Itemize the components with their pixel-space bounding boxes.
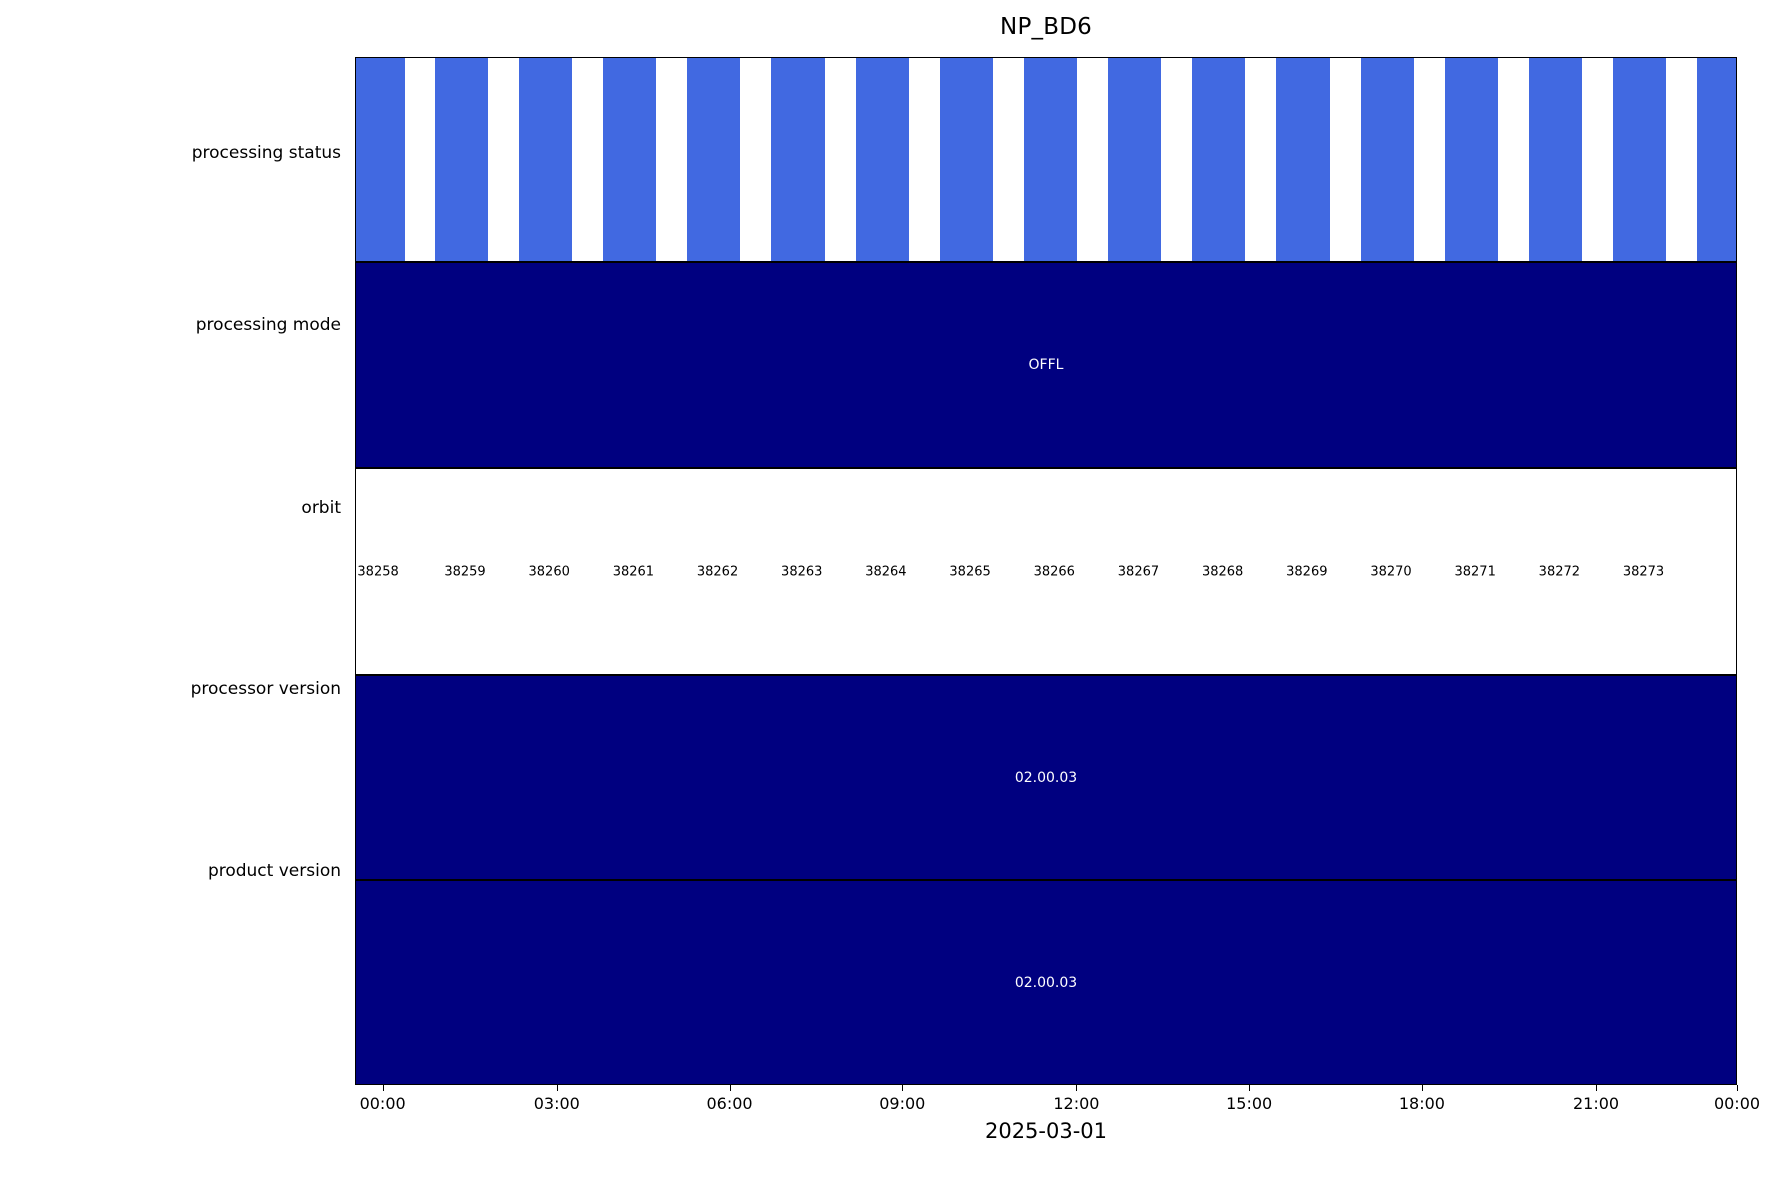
panel-processing-status[interactable] — [355, 57, 1737, 262]
processing-status-bar[interactable] — [1444, 58, 1498, 261]
x-axis-tick-label: 18:00 — [1398, 1094, 1445, 1113]
panel-product-version[interactable]: 02.00.03 — [355, 880, 1737, 1085]
orbit-number-label: 38269 — [1286, 564, 1328, 579]
processing-status-bar[interactable] — [518, 58, 572, 261]
plot-stack: OFFL 38258 38259 38260 38261 38262 38263 38264… — [355, 57, 1737, 1085]
x-axis-title: 2025-03-01 — [984, 1119, 1108, 1143]
x-axis-tick-label: 03:00 — [533, 1094, 580, 1113]
x-axis-tick — [556, 1085, 558, 1091]
panel-processor-version[interactable]: 02.00.03 — [355, 675, 1737, 880]
x-axis-tick — [382, 1085, 384, 1091]
x-axis-tick — [1249, 1085, 1251, 1091]
x-axis-tick-label: 00:00 — [1713, 1094, 1761, 1113]
orbit-number-label: 38267 — [1117, 564, 1160, 579]
x-axis: 00:00 03:00 06:00 09:00 12:00 15:00 18:00 21:00… — [355, 1085, 1760, 1145]
x-axis-tick — [1421, 1085, 1423, 1091]
panel-orbit[interactable]: 38258 38259 38260 38261 38262 38263 38264 38265… — [355, 468, 1737, 675]
panel-processing-mode[interactable]: OFFL — [355, 262, 1737, 468]
row-label-processing-mode: processing mode — [195, 315, 341, 335]
x-axis-tick — [729, 1085, 731, 1091]
x-axis-tick-label: 06:00 — [706, 1094, 753, 1113]
chart-title: NP_BD6 — [1000, 14, 1092, 40]
orbit-number-label: 38266 — [1033, 564, 1075, 579]
processing-mode-value: OFFL — [1028, 357, 1064, 373]
x-axis-tick — [902, 1085, 904, 1091]
orbit-number-label: 38258 — [357, 564, 399, 579]
x-axis-tick-label: 21:00 — [1572, 1094, 1620, 1113]
orbit-label-group: 38258 38259 38260 38261 38262 38263 38264 38265… — [356, 469, 1736, 674]
row-label-orbit: orbit — [301, 498, 341, 518]
orbit-number-label: 38270 — [1370, 564, 1412, 579]
x-axis-tick-label: 12:00 — [1053, 1094, 1100, 1113]
processing-status-bar[interactable] — [771, 58, 825, 261]
orbit-number-label: 38262 — [696, 564, 739, 579]
processing-status-bar[interactable] — [1192, 58, 1246, 261]
processing-status-bars — [356, 58, 1736, 261]
x-axis-tick — [1596, 1085, 1598, 1091]
product-version-value: 02.00.03 — [1014, 974, 1078, 991]
processing-status-bar[interactable] — [356, 58, 405, 261]
x-axis-tick — [1076, 1085, 1078, 1091]
orbit-number-label: 38259 — [444, 564, 486, 579]
x-axis-tick-label: 15:00 — [1226, 1094, 1273, 1113]
orbit-number-label: 38263 — [781, 564, 823, 579]
orbit-number-label: 38268 — [1201, 564, 1244, 579]
orbit-number-label: 38273 — [1622, 564, 1665, 579]
processing-status-bar[interactable] — [1697, 58, 1736, 261]
processing-status-bar[interactable] — [435, 58, 489, 261]
processing-status-bar[interactable] — [1108, 58, 1162, 261]
processing-status-bar[interactable] — [1023, 58, 1078, 261]
orbit-number-label: 38264 — [865, 564, 907, 579]
processing-status-bar[interactable] — [855, 58, 909, 261]
processing-status-bar[interactable] — [1276, 58, 1330, 261]
x-axis-tick-label: 00:00 — [359, 1094, 406, 1113]
row-label-product-version: product version — [207, 861, 341, 881]
processor-version-value: 02.00.03 — [1014, 769, 1078, 786]
processing-status-bar[interactable] — [1529, 58, 1583, 261]
row-label-processing-status: processing status — [191, 143, 341, 163]
orbit-number-label: 38272 — [1538, 564, 1581, 579]
row-label-processor-version: processor version — [190, 679, 341, 699]
orbit-number-label: 38265 — [949, 564, 991, 579]
x-axis-tick — [1737, 1085, 1738, 1091]
x-axis-tick-label: 09:00 — [879, 1094, 926, 1113]
processing-status-bar[interactable] — [1613, 58, 1667, 261]
orbit-number-label: 38261 — [612, 564, 655, 579]
orbit-number-label: 38271 — [1454, 564, 1496, 579]
processing-status-bar[interactable] — [687, 58, 741, 261]
processing-status-bar[interactable] — [1360, 58, 1414, 261]
processing-status-bar[interactable] — [939, 58, 993, 261]
processing-status-bar[interactable] — [603, 58, 657, 261]
orbit-number-label: 38260 — [528, 564, 570, 579]
